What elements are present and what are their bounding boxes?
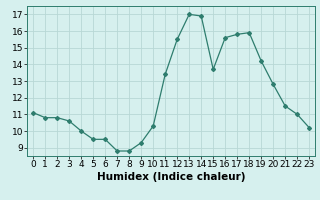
X-axis label: Humidex (Indice chaleur): Humidex (Indice chaleur): [97, 172, 245, 182]
